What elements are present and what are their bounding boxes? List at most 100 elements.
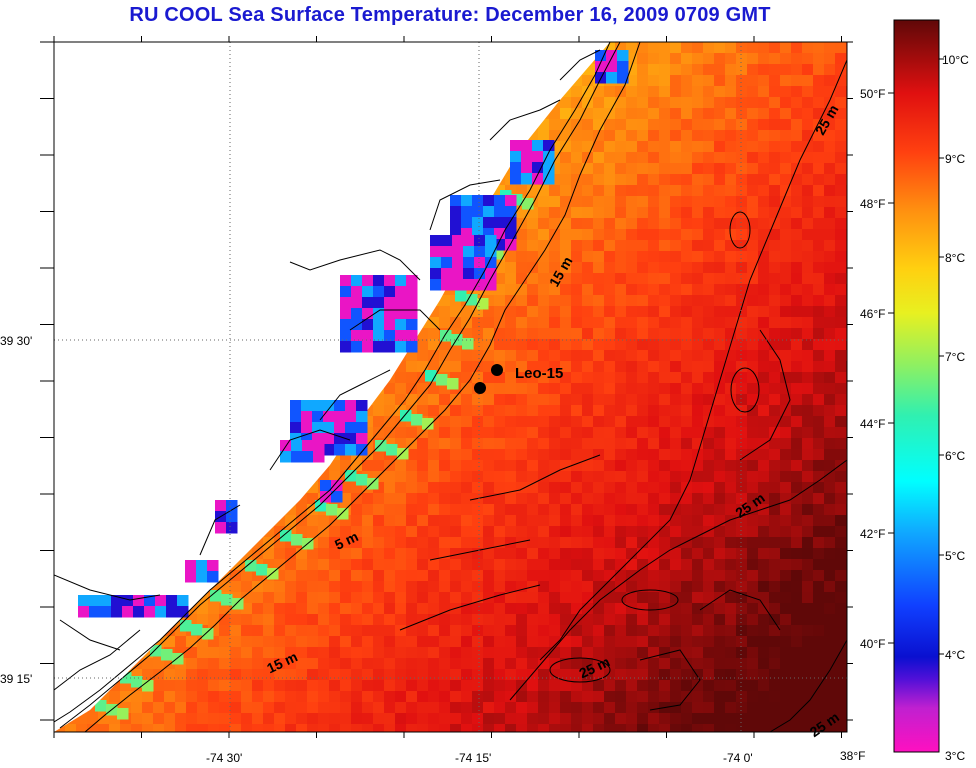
sst-cell	[593, 515, 605, 527]
sst-cell	[846, 394, 847, 406]
sst-cell	[615, 482, 627, 494]
sst-cell	[604, 229, 616, 241]
sst-cell	[780, 383, 792, 395]
sst-cell	[791, 141, 803, 153]
bay-cell	[207, 560, 219, 572]
cb-c-10: 10°C	[942, 53, 969, 67]
sst-cell	[615, 141, 627, 153]
sst-cell	[604, 581, 616, 593]
sst-cell	[274, 636, 286, 648]
sst-cell	[813, 273, 825, 285]
sst-cell	[351, 614, 363, 626]
bay-cell	[384, 330, 396, 342]
sst-cell	[142, 713, 154, 725]
sst-cell	[802, 372, 814, 384]
sst-cell	[626, 658, 638, 670]
sst-cell	[241, 658, 253, 670]
sst-cell	[186, 680, 198, 692]
sst-cell	[846, 449, 847, 461]
sst-cell	[703, 570, 715, 582]
sst-cell	[780, 647, 792, 659]
sst-cell	[604, 460, 616, 472]
bay-cell	[461, 206, 473, 218]
sst-cell	[571, 262, 583, 274]
sst-cell	[835, 251, 847, 263]
sst-cell	[791, 119, 803, 131]
sst-cell	[516, 207, 528, 219]
sst-cell	[197, 702, 209, 714]
sst-cell	[747, 658, 759, 670]
sst-cell	[703, 295, 715, 307]
sst-cell	[813, 196, 825, 208]
sst-cell	[494, 328, 506, 340]
bay-cell	[510, 162, 522, 174]
sst-cell	[626, 240, 638, 252]
sst-cell	[681, 460, 693, 472]
sst-cell	[813, 152, 825, 164]
sst-cell	[615, 592, 627, 604]
sst-cell	[791, 394, 803, 406]
sst-cell	[307, 548, 319, 560]
sst-cell	[692, 141, 704, 153]
sst-cell	[560, 273, 572, 285]
sst-cell	[725, 361, 737, 373]
sst-cell	[615, 504, 627, 516]
sst-cell	[406, 471, 418, 483]
sst-cell	[648, 361, 660, 373]
sst-cell	[637, 240, 649, 252]
sst-cell	[835, 262, 847, 274]
sst-cell	[142, 724, 154, 732]
sst-cell	[604, 251, 616, 263]
sst-cell	[736, 537, 748, 549]
sst-cell	[351, 559, 363, 571]
sst-cell	[318, 570, 330, 582]
sst-cell	[483, 603, 495, 615]
sst-cell	[571, 581, 583, 593]
sst-cell	[329, 581, 341, 593]
sst-cell	[505, 559, 517, 571]
sst-cell	[428, 537, 440, 549]
bay-cell	[543, 173, 555, 185]
sst-cell	[462, 338, 474, 350]
sst-cell	[648, 218, 660, 230]
sst-cell	[780, 614, 792, 626]
sst-cell	[560, 141, 572, 153]
sst-cell	[571, 163, 583, 175]
sst-cell	[681, 504, 693, 516]
bay-cell	[301, 411, 313, 423]
sst-cell	[593, 251, 605, 263]
sst-cell	[483, 295, 495, 307]
sst-cell	[703, 317, 715, 329]
sst-cell	[436, 374, 448, 386]
sst-cell	[670, 405, 682, 417]
sst-cell	[802, 702, 814, 714]
sst-cell	[571, 504, 583, 516]
bay-cell	[532, 151, 544, 163]
sst-cell	[736, 130, 748, 142]
sst-cell	[813, 713, 825, 725]
sst-cell	[384, 713, 396, 725]
sst-cell	[692, 53, 704, 65]
sst-cell	[593, 603, 605, 615]
sst-cell	[604, 570, 616, 582]
sst-cell	[791, 724, 803, 732]
sst-cell	[252, 691, 264, 703]
sst-cell	[230, 680, 242, 692]
sst-cell	[461, 372, 473, 384]
bay-cell	[461, 228, 473, 240]
sst-cell	[538, 306, 550, 318]
sst-cell	[769, 97, 781, 109]
sst-cell	[527, 724, 539, 732]
sst-cell	[769, 262, 781, 274]
sst-cell	[472, 592, 484, 604]
sst-cell	[604, 559, 616, 571]
sst-cell	[780, 108, 792, 120]
sst-cell	[725, 570, 737, 582]
sst-cell	[692, 713, 704, 725]
bay-cell	[472, 217, 484, 229]
sst-cell	[802, 64, 814, 76]
sst-cell	[593, 108, 605, 120]
sst-cell	[791, 196, 803, 208]
sst-cell	[703, 207, 715, 219]
sst-cell	[791, 130, 803, 142]
